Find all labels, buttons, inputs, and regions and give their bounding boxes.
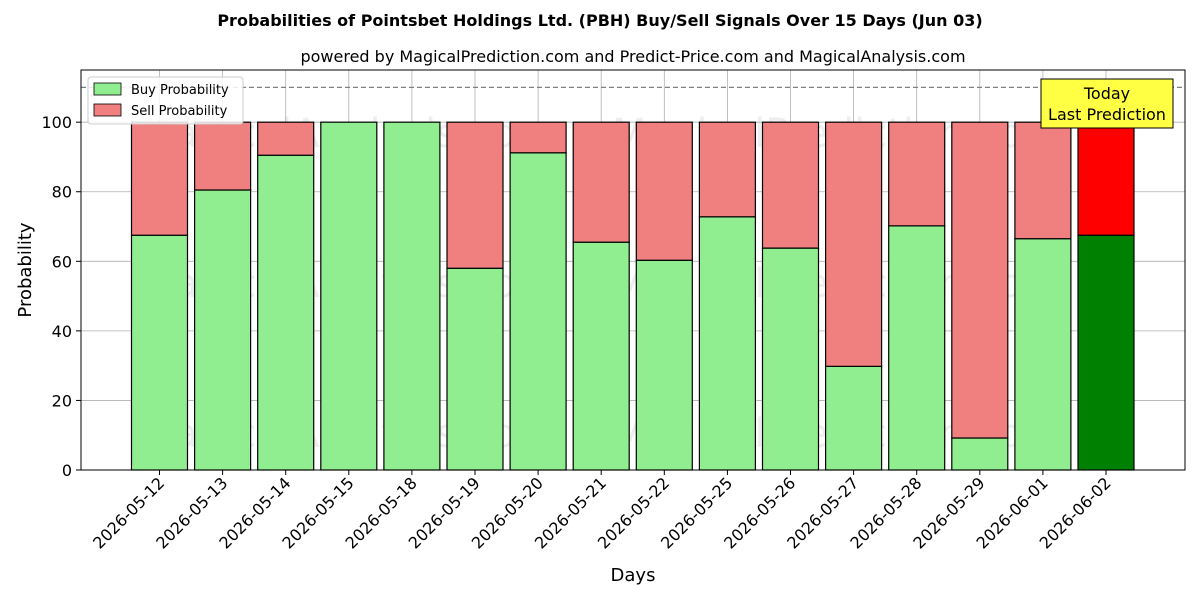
bar-sell — [698, 121, 757, 218]
x-axis-ticks: 2026-05-122026-05-132026-05-142026-05-15… — [89, 470, 1115, 553]
bar-buy — [1077, 234, 1135, 471]
bar-sell — [761, 121, 820, 249]
bar-sell — [635, 121, 693, 261]
bar-buy — [320, 121, 378, 471]
bar-buy — [888, 225, 946, 471]
bar-sell — [888, 121, 946, 227]
bar-sell — [257, 121, 315, 156]
today-annotation-line-1: Today — [1083, 84, 1130, 103]
bar-buy — [635, 259, 693, 471]
bar-buy — [194, 189, 252, 471]
bar-buy — [130, 234, 189, 471]
y-tick-label: 0 — [62, 461, 72, 480]
bar-buy — [1014, 238, 1072, 471]
bar-buy — [572, 241, 630, 471]
x-axis-label: Days — [611, 565, 656, 586]
bar-buy — [257, 154, 315, 471]
bar-sell — [824, 121, 883, 367]
bar-sell — [194, 121, 252, 191]
bar-sell — [130, 121, 189, 236]
bar-buy — [383, 121, 441, 471]
today-annotation-box — [1040, 78, 1174, 129]
bars-layer — [130, 121, 1135, 471]
bar-buy — [951, 437, 1009, 471]
y-tick-label: 40 — [52, 322, 72, 341]
chart-title: Probabilities of Pointsbet Holdings Ltd.… — [217, 11, 982, 30]
y-tick-label: 60 — [52, 252, 72, 271]
legend: Buy Probability Sell Probability — [87, 76, 244, 125]
legend-buy-label: Buy Probability — [131, 83, 229, 98]
today-annotation-line-2: Last Prediction — [1048, 105, 1166, 124]
bar-buy — [824, 365, 883, 471]
y-tick-label: 100 — [41, 113, 72, 132]
y-axis-ticks: 0 20 40 60 80 100 — [41, 113, 81, 480]
plot-frame — [80, 69, 1186, 471]
bar-sell — [1014, 121, 1072, 240]
bar-buy — [761, 247, 820, 471]
y-tick-label: 20 — [52, 391, 72, 410]
today-annotation: Today Last Prediction — [1040, 78, 1174, 129]
legend-sell-swatch — [93, 103, 122, 117]
bar-sell — [1077, 121, 1135, 236]
bar-sell — [572, 121, 630, 243]
y-axis-label: Probability — [15, 222, 36, 317]
bar-buy — [698, 216, 757, 471]
legend-box — [87, 76, 244, 125]
bar-sell — [951, 121, 1009, 439]
legend-sell-label: Sell Probability — [131, 104, 228, 119]
legend-buy-swatch — [93, 82, 122, 96]
bar-sell — [509, 121, 567, 154]
y-tick-label: 80 — [52, 183, 72, 202]
bar-buy — [509, 152, 567, 471]
bar-buy — [446, 267, 504, 471]
bar-sell — [446, 121, 504, 269]
chart-subtitle: powered by MagicalPrediction.com and Pre… — [300, 47, 965, 66]
